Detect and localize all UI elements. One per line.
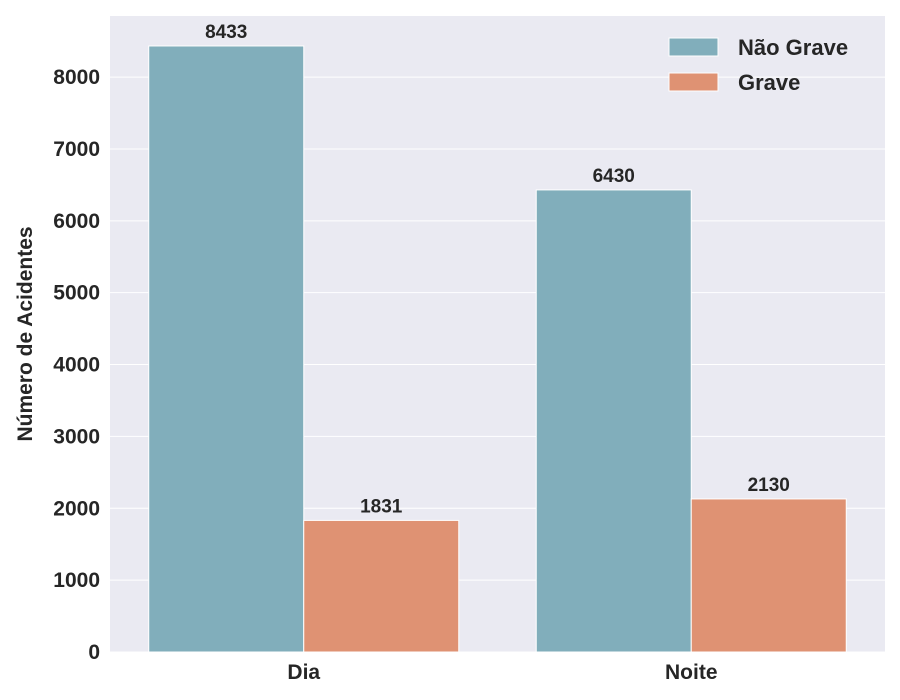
y-tick-label: 7000	[53, 138, 100, 161]
y-tick-label: 2000	[53, 497, 100, 520]
y-tick-label: 3000	[53, 425, 100, 448]
y-tick-label: 5000	[53, 282, 100, 305]
bar-grave-noite	[690, 498, 847, 653]
y-tick-label: 8000	[53, 66, 100, 89]
y-tick-label: 0	[88, 641, 100, 664]
legend: Não Grave Grave	[668, 35, 848, 95]
legend-label: Não Grave	[738, 35, 848, 60]
x-tick-label: Dia	[287, 661, 320, 684]
legend-label: Grave	[738, 70, 800, 95]
bar-n-o-grave-noite	[535, 189, 692, 653]
bar-grave-dia	[303, 519, 460, 653]
y-tick-label: 6000	[53, 210, 100, 233]
bars-group	[148, 45, 847, 653]
legend-swatch	[668, 37, 719, 57]
bar-value-label: 6430	[593, 166, 635, 187]
y-tick-label: 4000	[53, 354, 100, 377]
bar-n-o-grave-dia	[148, 45, 305, 653]
data-labels-group: 8433 1831 6430 2130	[205, 22, 790, 517]
bar-value-label: 1831	[360, 496, 403, 517]
x-axis-ticks: Dia Noite	[287, 661, 717, 684]
legend-swatch	[668, 72, 719, 92]
bar-value-label: 8433	[205, 22, 247, 43]
y-axis-ticks: 0 1000 2000 3000 4000 5000 6000 7000 8000	[53, 66, 100, 664]
y-axis-title: Número de Acidentes	[14, 226, 37, 441]
x-tick-label: Noite	[665, 661, 718, 684]
bar-value-label: 2130	[748, 475, 790, 496]
y-tick-label: 1000	[53, 569, 100, 592]
